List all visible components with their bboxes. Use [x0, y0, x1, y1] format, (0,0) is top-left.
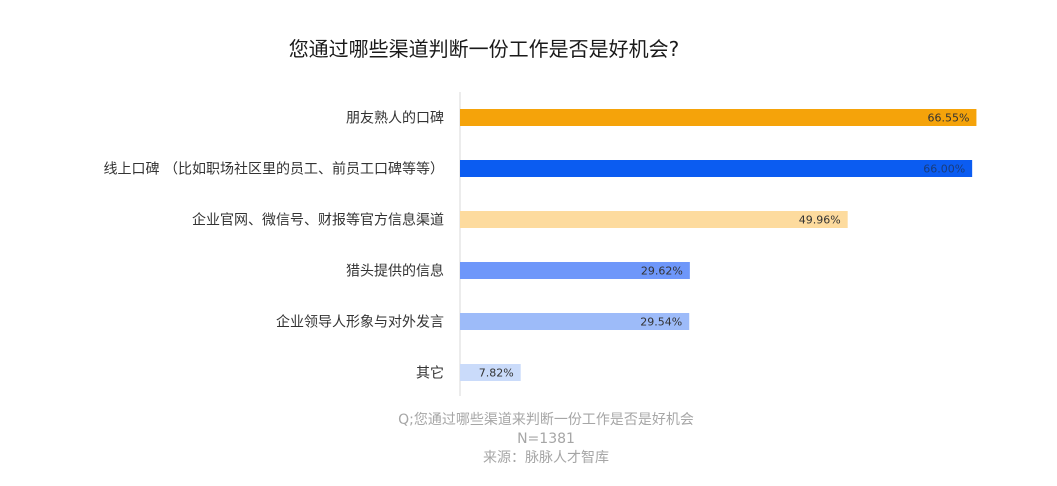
data-label: 29.62%: [641, 265, 683, 278]
category-label: 朋友熟人的口碑: [346, 111, 444, 127]
category-label: 猎头提供的信息: [346, 263, 444, 280]
footer-sample-size: N=1381: [517, 431, 575, 447]
category-label: 其它: [416, 365, 444, 382]
bar: [460, 109, 977, 126]
data-label: 66.00%: [923, 163, 965, 176]
category-label: 企业官网、微信号、财报等官方信息渠道: [192, 212, 444, 229]
data-label: 49.96%: [799, 214, 841, 227]
bar: [460, 211, 848, 228]
footer-question: Q;您通过哪些渠道来判断一份工作是否是好机会: [398, 412, 694, 428]
data-label: 66.55%: [927, 112, 969, 125]
bar: [460, 262, 690, 279]
bar: [460, 160, 973, 177]
data-label: 7.82%: [479, 367, 514, 380]
bar: [460, 313, 690, 330]
chart-title: 您通过哪些渠道判断一份工作是否是好机会?: [288, 37, 680, 61]
category-label: 企业领导人形象与对外发言: [276, 314, 444, 331]
category-label: 线上口碑 （比如职场社区里的员工、前员工口碑等等）: [104, 161, 444, 178]
data-label: 29.54%: [640, 316, 682, 329]
footer-source: 来源：脉脉人才智库: [483, 450, 609, 466]
bar: [460, 364, 521, 381]
